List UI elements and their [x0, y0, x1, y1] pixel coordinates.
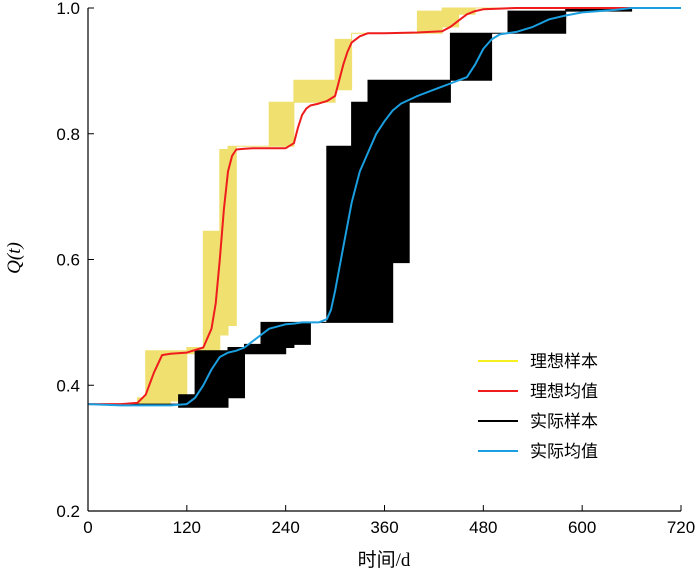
y-tick-label: 1.0 [56, 0, 80, 18]
x-tick-label: 720 [667, 518, 695, 537]
legend-label: 理想均值 [530, 382, 598, 402]
series-band-2 [88, 7, 681, 408]
legend-label: 实际均值 [530, 442, 598, 462]
y-tick-label: 0.6 [56, 251, 80, 270]
x-tick-label: 120 [173, 518, 201, 537]
x-tick-label: 360 [370, 518, 398, 537]
legend-label: 理想样本 [530, 352, 598, 372]
legend-label: 实际样本 [530, 412, 598, 432]
x-tick-label: 480 [469, 518, 497, 537]
y-tick-label: 0.4 [56, 376, 80, 395]
y-tick-label: 0.8 [56, 125, 80, 144]
y-tick-label: 0.2 [56, 502, 80, 521]
x-tick-label: 0 [83, 518, 92, 537]
y-axis-title: Q(t) [4, 242, 25, 274]
x-tick-label: 240 [271, 518, 299, 537]
x-axis-title: 时间/d [358, 549, 411, 571]
plot-area [87, 7, 681, 408]
series-line-3 [87, 7, 681, 407]
x-tick-label: 600 [568, 518, 596, 537]
series-line-1 [88, 7, 681, 406]
axes: 0 120 240 360 480 600 720 0.2 0.4 0.6 0.8 1.0 [56, 0, 695, 537]
